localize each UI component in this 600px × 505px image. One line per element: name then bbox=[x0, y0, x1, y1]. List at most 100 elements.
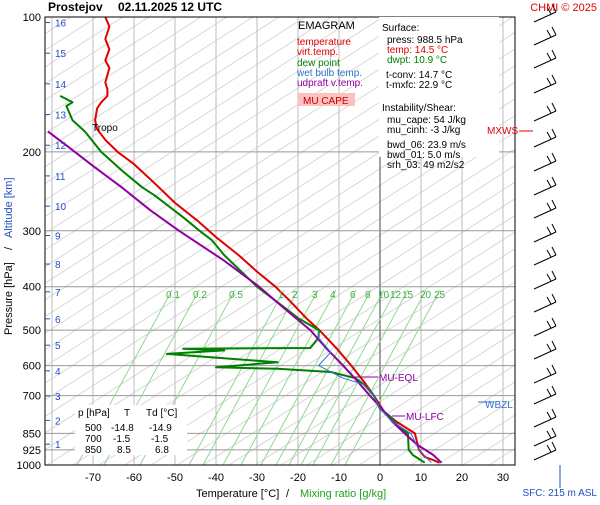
wind-barb-feather bbox=[551, 408, 557, 418]
wind-barb-feather bbox=[546, 226, 552, 235]
altitude-tick-label: 10 bbox=[55, 202, 67, 213]
surface-temp: temp: 14.5 °C bbox=[387, 45, 448, 56]
mu-cape-value: mu_cape: 54 J/kg bbox=[387, 115, 466, 126]
dry-adiabat-line bbox=[45, 17, 410, 251]
dry-adiabat-line bbox=[593, 17, 600, 465]
wind-barb-icon bbox=[533, 3, 557, 23]
dry-adiabat-line bbox=[202, 264, 515, 465]
series-line-udpraft-v-temp- bbox=[47, 130, 443, 464]
mixing-ratio-line bbox=[188, 289, 285, 465]
x-tick-label: -40 bbox=[208, 472, 224, 484]
wbzl-label: WBZL bbox=[485, 400, 513, 411]
mixing-ratio-line bbox=[240, 289, 337, 465]
datetime: 02.11.2025 12 UTC bbox=[118, 0, 222, 14]
wind-barb-feather bbox=[551, 3, 557, 13]
table-cell: -1.5 bbox=[113, 434, 131, 445]
y-axis-label-altitude: Altitude [km] bbox=[3, 177, 15, 238]
altitude-tick-label: 7 bbox=[55, 288, 61, 299]
wind-barb-feather bbox=[551, 152, 557, 162]
wind-barb-icon bbox=[533, 199, 557, 219]
wind-barb-icon bbox=[533, 317, 557, 337]
x-axis-label: Temperature [°C] bbox=[196, 488, 279, 500]
wind-barb-feather bbox=[551, 427, 557, 437]
table-cell: 850 bbox=[85, 445, 102, 456]
wind-barb-icon bbox=[533, 364, 557, 384]
table-cell: -14.8 bbox=[111, 423, 134, 434]
wind-barb-feather bbox=[546, 343, 552, 352]
dry-adiabat-line bbox=[45, 114, 515, 417]
wind-barb-icon bbox=[533, 270, 557, 290]
dry-adiabat-line bbox=[45, 81, 515, 384]
wind-barb-icon bbox=[533, 293, 557, 313]
dry-adiabat-line bbox=[280, 314, 515, 465]
table-header-td: Td [°C] bbox=[146, 408, 177, 419]
mixing-ratio-label: 6 bbox=[350, 290, 356, 301]
y-tick-label: 300 bbox=[23, 226, 41, 238]
wind-barb-feather bbox=[546, 273, 552, 282]
y-tick-label: 700 bbox=[23, 391, 41, 403]
tropo-label: Tropo bbox=[92, 123, 118, 134]
wind-barb-feather bbox=[546, 249, 552, 258]
mixing-ratio-line bbox=[300, 289, 397, 465]
wind-barb-feather bbox=[551, 102, 557, 112]
wind-barb-staff bbox=[533, 82, 557, 94]
wind-barb-feather bbox=[546, 202, 552, 211]
wind-barb-staff bbox=[533, 34, 557, 46]
wind-barb-feather bbox=[546, 6, 552, 15]
dry-adiabat-line bbox=[306, 331, 515, 465]
altitude-tick-label: 6 bbox=[55, 315, 61, 326]
wind-barb-staff bbox=[533, 372, 557, 384]
wind-barb-feather bbox=[551, 246, 557, 256]
wind-barb-feather bbox=[546, 430, 552, 439]
x-tick-label: -30 bbox=[249, 472, 265, 484]
surface-dwpt: dwpt: 10.9 °C bbox=[387, 55, 447, 66]
mu-cape-label: MU CAPE bbox=[303, 96, 349, 107]
wind-barb-feather bbox=[551, 293, 557, 303]
wind-barb-feather bbox=[546, 105, 552, 114]
mixing-ratio-label: 15 bbox=[402, 290, 414, 301]
wind-barb-feather bbox=[551, 199, 557, 209]
x-tick-label: -70 bbox=[85, 472, 101, 484]
wind-barb-feather bbox=[551, 128, 557, 138]
wind-barb-staff bbox=[533, 11, 557, 23]
legend-temperature: temperature bbox=[297, 37, 351, 48]
x-tick-label: 10 bbox=[415, 472, 427, 484]
wind-barb-feather bbox=[546, 320, 552, 329]
mixing-ratio-label: 3 bbox=[312, 290, 318, 301]
wind-barb-icon bbox=[533, 385, 557, 405]
wind-barb-icon bbox=[533, 223, 557, 243]
table-cell: 500 bbox=[85, 423, 102, 434]
wind-barb-icon bbox=[533, 128, 557, 148]
dry-adiabat-line bbox=[45, 17, 280, 168]
dry-adiabat-line bbox=[514, 464, 515, 465]
wind-barb-feather bbox=[546, 131, 552, 140]
series-layer bbox=[47, 17, 443, 464]
altitude-tick-label: 5 bbox=[55, 341, 61, 352]
wind-barb-staff bbox=[533, 278, 557, 290]
wind-barb-icon bbox=[533, 408, 557, 428]
station-name: Prostejov bbox=[48, 0, 103, 14]
altitude-tick-label: 16 bbox=[55, 19, 67, 30]
wind-barb-feather bbox=[551, 441, 557, 451]
dry-adiabat-line bbox=[45, 17, 436, 268]
wind-barb-staff bbox=[533, 184, 557, 196]
mixing-ratio-line bbox=[202, 289, 299, 465]
wind-barb-feather bbox=[551, 223, 557, 233]
dry-adiabat-line bbox=[150, 231, 515, 465]
wind-barb-staff bbox=[533, 110, 557, 122]
wind-barb-feather bbox=[546, 52, 552, 61]
wind-barb-feather bbox=[551, 364, 557, 374]
y-tick-label: 1000 bbox=[17, 460, 41, 472]
x-tick-label: 30 bbox=[497, 472, 509, 484]
altitude-tick-label: 1 bbox=[55, 440, 61, 451]
mixing-ratio-line bbox=[260, 289, 357, 465]
x-axis-label-mixing: Mixing ratio [g/kg] bbox=[300, 488, 386, 500]
dry-adiabat-line bbox=[0, 17, 19, 465]
altitude-tick-label: 4 bbox=[55, 367, 61, 378]
dry-adiabat-line bbox=[45, 17, 358, 218]
srh-03-value: srh_03: 49 m2/s2 bbox=[387, 160, 465, 171]
wind-barb-staff bbox=[533, 301, 557, 313]
mixing-ratio-label: 0.1 bbox=[166, 290, 180, 301]
wind-barb-feather bbox=[546, 411, 552, 420]
mixing-ratio-line bbox=[330, 289, 427, 465]
